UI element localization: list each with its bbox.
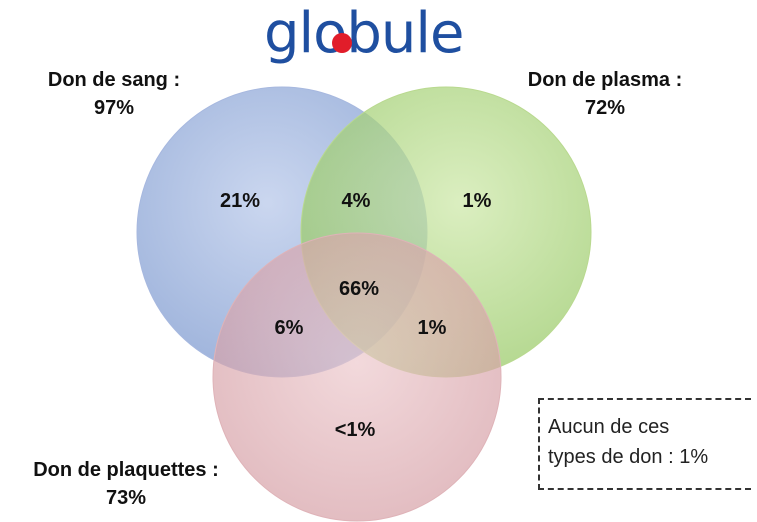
region-all-three: 66% (338, 278, 380, 300)
label-don-de-sang-value: 97% (93, 97, 135, 119)
region-sang-plaquettes: 6% (274, 317, 304, 339)
label-don-de-plasma-value: 72% (584, 97, 626, 119)
globule-logo: globule (264, 1, 464, 66)
label-don-de-sang-name: Don de sang : (47, 69, 181, 91)
label-don-de-plaquettes-value: 73% (105, 487, 147, 509)
none-box-line2: types de don : 1% (548, 446, 709, 468)
region-sang-only: 21% (219, 190, 261, 212)
label-don-de-plasma-name: Don de plasma : (527, 69, 683, 91)
circle-don-de-plaquettes (212, 232, 502, 522)
region-plaquettes-only: <1% (334, 419, 376, 441)
label-don-de-plasma: Don de plasma : 72% (505, 66, 705, 122)
label-don-de-plaquettes: Don de plaquettes : 73% (6, 456, 246, 512)
logo-red-dot (332, 33, 352, 53)
none-box-line1: Aucun de ces (548, 416, 670, 438)
label-don-de-sang: Don de sang : 97% (34, 66, 194, 122)
region-plasma-plaquettes: 1% (417, 317, 447, 339)
none-of-these-box: Aucun de ces types de don : 1% (538, 398, 751, 490)
logo-wordmark: globule (264, 1, 463, 66)
label-don-de-plaquettes-name: Don de plaquettes : (33, 459, 219, 481)
region-plasma-only: 1% (462, 190, 492, 212)
region-sang-plasma: 4% (341, 190, 371, 212)
